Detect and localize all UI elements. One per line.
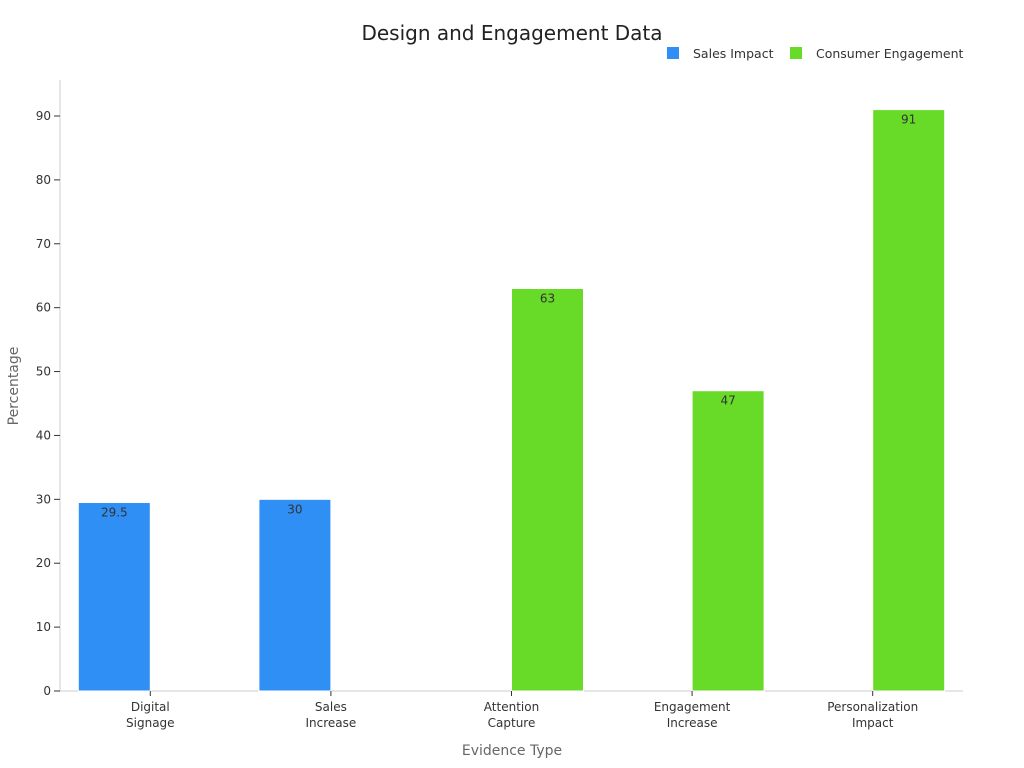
y-tick-label: 0 (43, 684, 51, 698)
legend: Sales Impact Consumer Engagement (667, 46, 964, 61)
x-axis-title: Evidence Type (462, 743, 562, 759)
bar[interactable] (872, 109, 946, 692)
y-tick-label: 20 (36, 556, 51, 570)
bar[interactable] (511, 288, 584, 692)
y-axis-title: Percentage (6, 347, 22, 426)
chart-title: Design and Engagement Data (361, 21, 662, 45)
bar-value-label: 29.5 (101, 506, 128, 520)
y-tick-label: 40 (36, 428, 51, 442)
x-category-label: Attention Capture (484, 700, 539, 730)
bar-value-label: 30 (287, 502, 302, 516)
bar[interactable] (691, 390, 765, 692)
bar[interactable] (77, 502, 151, 692)
y-tick-label: 30 (36, 492, 51, 506)
legend-label: Sales Impact (693, 46, 774, 61)
x-category-label: Sales Increase (306, 700, 357, 730)
y-tick-label: 90 (36, 109, 51, 123)
legend-swatch (790, 47, 802, 59)
bar[interactable] (258, 498, 332, 692)
x-category-label: Personalization Impact (827, 700, 918, 730)
y-tick-label: 70 (36, 237, 51, 251)
bar-value-label: 91 (901, 113, 916, 127)
x-axis-categories: Digital Signage Sales Increase Attention Capt… (126, 691, 918, 730)
y-tick-label: 60 (36, 301, 51, 315)
bar-value-label: 47 (720, 394, 735, 408)
legend-swatch (667, 47, 679, 59)
y-tick-label: 80 (36, 173, 51, 187)
x-category-label: Engagement Increase (654, 700, 731, 730)
bar-value-label: 63 (540, 292, 555, 306)
y-tick-label: 50 (36, 365, 51, 379)
x-category-label: Digital Signage (126, 700, 175, 730)
value-labels: 29.5 30 63 47 91 (101, 113, 916, 520)
bars (77, 109, 946, 692)
y-axis-ticks: 0 10 20 30 40 50 60 70 80 90 (36, 109, 60, 698)
legend-label: Consumer Engagement (816, 46, 964, 61)
y-tick-label: 10 (36, 620, 51, 634)
